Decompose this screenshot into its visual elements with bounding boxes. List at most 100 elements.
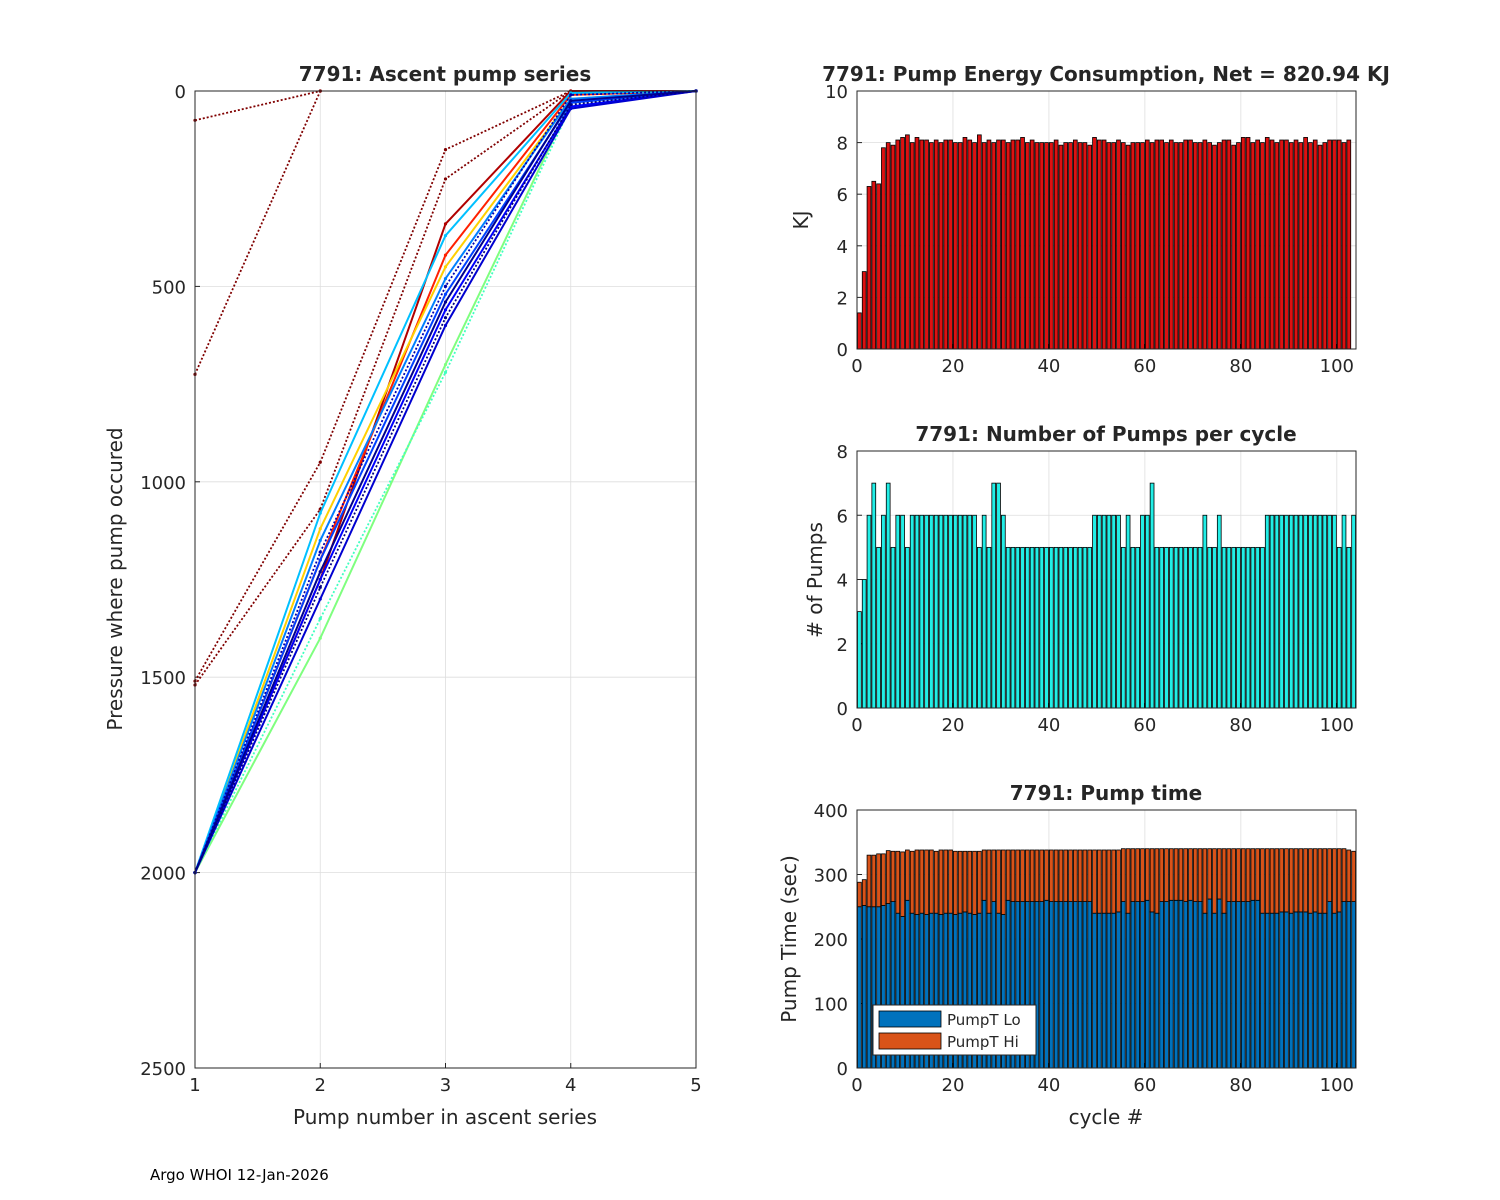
npumps-bar: [1312, 514, 1318, 709]
npumps-bars: [857, 482, 1356, 709]
ascent-point: [443, 316, 448, 320]
npumps-bar: [857, 611, 862, 709]
npumps-bar: [996, 482, 1001, 709]
pumptime-bar-segment: [1120, 901, 1126, 1069]
pumptime-bar-segment: [1168, 848, 1174, 901]
npumps-bar: [1341, 514, 1347, 709]
energy-bar: [914, 137, 920, 350]
pumptime-bar-segment: [1044, 899, 1049, 1069]
npumps-bar: [1332, 514, 1337, 709]
energy-bar: [876, 183, 881, 350]
energy-bar: [1058, 144, 1064, 350]
pumptime-bar-segment: [1159, 901, 1165, 1069]
npumps-bar: [1101, 514, 1107, 709]
pumptime-bar-segment: [1303, 911, 1308, 1069]
pumptime-bar-segment: [1284, 848, 1289, 913]
npumps-bar: [1072, 546, 1078, 709]
y-tick-label: 4: [837, 571, 848, 592]
pumptime-bar-segment: [953, 850, 958, 915]
pumptime-bar-segment: [1106, 849, 1112, 914]
x-tick-label: 40: [1037, 715, 1060, 736]
y-tick-label: 4: [837, 237, 848, 258]
pumptime-bar-segment: [1250, 848, 1256, 901]
energy-bar: [1255, 139, 1260, 350]
npumps-bar: [1197, 546, 1203, 709]
npumps-bar: [1005, 546, 1011, 709]
energy-bar: [1025, 142, 1030, 350]
energy-bar: [1260, 142, 1265, 350]
npumps-bar: [1236, 546, 1241, 709]
pumptime-bar-segment: [1053, 849, 1059, 902]
x-tick-label: 20: [942, 356, 965, 377]
energy-bar: [1015, 139, 1021, 350]
pumptime-bar-segment: [1269, 848, 1275, 914]
pumptime-bar-segment: [996, 849, 1001, 914]
pumptime-bar-segment: [909, 850, 915, 914]
pumptime-bar-segment: [1231, 901, 1236, 1069]
energy-bar: [871, 180, 877, 350]
x-tick-label: 100: [1320, 1075, 1354, 1096]
pumptime-bar-segment: [1197, 848, 1203, 902]
npumps-bar: [943, 514, 949, 709]
ascent-point: [443, 276, 448, 281]
energy-bar: [1173, 142, 1179, 350]
pumptime-bar-segment: [1120, 848, 1126, 902]
npumps-bar: [1216, 514, 1222, 709]
pumptime-bar-segment: [957, 850, 963, 914]
pumptime-bar-segment: [1140, 901, 1145, 1069]
energy-bar: [895, 139, 901, 350]
npumps-bar: [1154, 546, 1160, 709]
ascent-point: [569, 103, 573, 107]
pumptime-bar-segment: [1245, 901, 1251, 1069]
ascent-point: [443, 148, 448, 152]
energy-bar: [1250, 142, 1256, 350]
npumps-bar: [861, 579, 867, 709]
energy-bar: [1226, 139, 1232, 350]
energy-bar: [1212, 144, 1217, 350]
energy-bar: [866, 186, 872, 350]
x-tick-label: 40: [1037, 356, 1060, 377]
energy-bar: [1005, 142, 1011, 350]
npumps-bar: [1240, 546, 1246, 709]
x-tick-label: 4: [565, 1075, 576, 1096]
pumptime-y-axis-label: Pump Time (sec): [777, 855, 801, 1023]
y-tick-label: 1500: [140, 668, 186, 689]
pumptime-bar-segment: [1298, 911, 1304, 1069]
pumptime-bar-segment: [919, 849, 925, 914]
pumptime-bar-segment: [1096, 849, 1102, 914]
energy-bar: [1020, 137, 1025, 350]
npumps-bar: [876, 546, 881, 709]
energy-bar: [1101, 139, 1107, 350]
npumps-y-tick-labels: 0 2 4 6 8: [837, 442, 848, 720]
pumptime-bar-segment: [972, 850, 977, 915]
pumptime-bar-segment: [938, 849, 944, 915]
npumps-bar: [1308, 514, 1313, 709]
energy-bar: [996, 139, 1001, 350]
pumptime-bar-segment: [1327, 848, 1332, 902]
energy-bar: [1178, 142, 1184, 350]
ascent-point: [318, 585, 322, 589]
energy-bar: [1192, 142, 1198, 350]
pumptime-bar-segment: [1317, 848, 1323, 914]
energy-bar: [1240, 137, 1246, 350]
ascent-point: [443, 308, 448, 312]
ascent-point: [443, 253, 448, 257]
pumptime-bar-segment: [1058, 901, 1064, 1069]
pumptime-bar-segment: [1034, 849, 1040, 902]
pumptime-bar-segment: [1341, 848, 1347, 902]
ascent-point: [443, 362, 448, 367]
pumptime-bar-segment: [1144, 899, 1150, 1069]
pumptime-bar-segment: [1322, 848, 1328, 914]
y-tick-label: 100: [814, 995, 848, 1016]
ascent-point: [318, 570, 322, 574]
npumps-bar: [1178, 546, 1184, 709]
x-tick-label: 0: [851, 356, 862, 377]
pumptime-bar-segment: [857, 881, 862, 908]
pumptime-bar-segment: [866, 854, 872, 908]
energy-bar: [1231, 144, 1236, 350]
npumps-bar: [972, 514, 977, 709]
npumps-bar: [1279, 514, 1284, 709]
energy-bar: [1264, 137, 1270, 350]
energy-bar: [1346, 139, 1352, 350]
number-of-pumps-plot: 0 20 40 60 80 100 0 2 4 6 8 7791: Number of Pumps…: [803, 422, 1357, 736]
